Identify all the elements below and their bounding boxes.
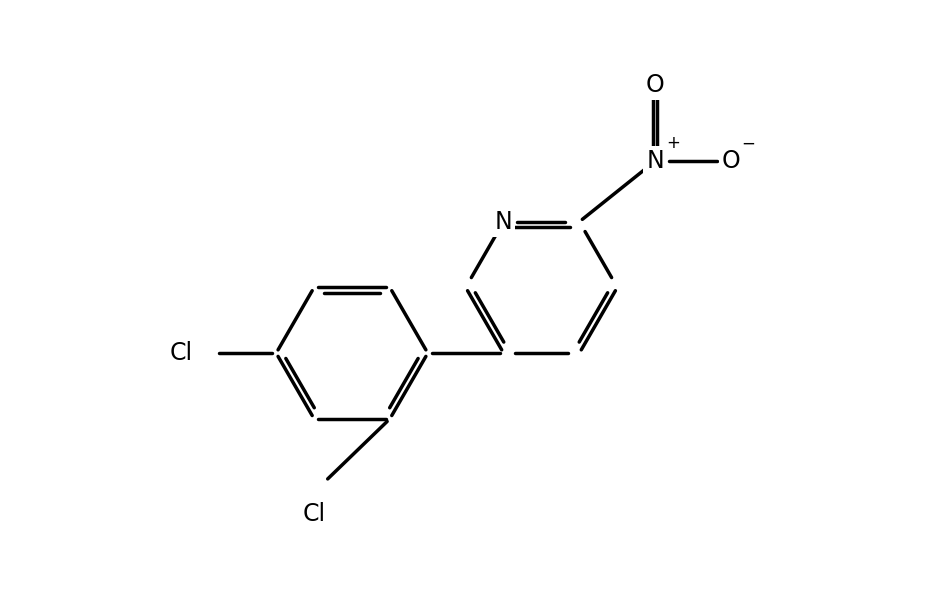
Text: Cl: Cl [170, 341, 193, 365]
Text: Cl: Cl [302, 502, 326, 526]
Text: +: + [666, 134, 680, 152]
Text: O: O [721, 149, 740, 173]
Text: O: O [646, 73, 665, 97]
Text: N: N [495, 210, 513, 234]
Text: −: − [742, 134, 755, 152]
Text: N: N [647, 149, 664, 173]
